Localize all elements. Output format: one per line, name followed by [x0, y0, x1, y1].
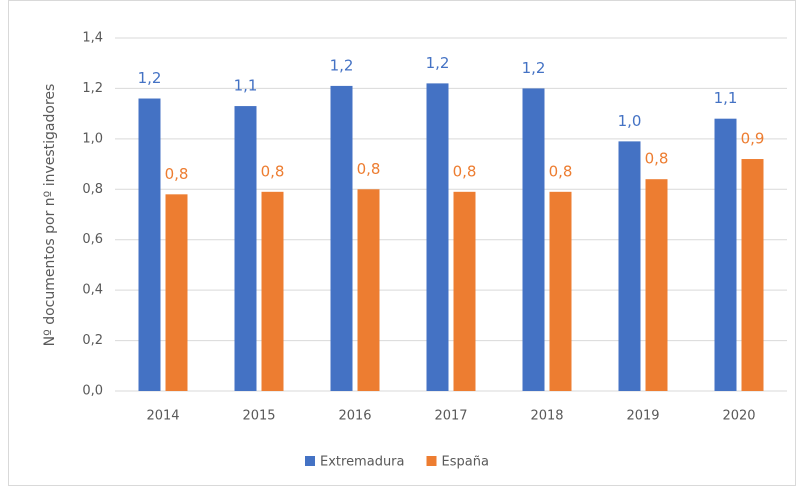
y-tick-label: 0,0 [82, 384, 103, 399]
x-tick-label: 2020 [722, 409, 755, 424]
value-label: 1,0 [618, 112, 642, 130]
value-label: 0,9 [741, 130, 765, 148]
bar [714, 118, 737, 391]
y-tick-label: 0,2 [82, 333, 103, 348]
bar [549, 191, 572, 391]
y-tick-label: 0,4 [82, 283, 103, 298]
legend-label: España [442, 455, 489, 470]
value-label: 1,2 [138, 69, 162, 87]
value-label: 1,2 [522, 59, 546, 77]
bar [357, 189, 380, 391]
bar [645, 179, 668, 391]
y-tick-label: 0,6 [82, 232, 103, 247]
y-tick-label: 0,8 [82, 182, 103, 197]
y-tick-label: 1,0 [82, 131, 103, 146]
bar [261, 191, 284, 391]
value-label: 0,8 [357, 160, 381, 178]
y-tick-label: 1,2 [82, 81, 103, 96]
y-tick-label: 1,4 [82, 31, 103, 46]
value-label: 0,8 [261, 162, 285, 180]
value-label: 0,8 [645, 150, 669, 168]
value-label: 1,1 [714, 89, 738, 107]
bar [453, 191, 476, 391]
x-tick-label: 2016 [338, 409, 371, 424]
value-label: 0,8 [453, 162, 477, 180]
y-axis-label: Nº documentos por nº investigadores [42, 84, 58, 347]
bar [522, 88, 545, 391]
bar [618, 141, 641, 391]
value-label: 0,8 [165, 165, 189, 183]
x-tick-label: 2019 [626, 409, 659, 424]
x-tick-label: 2014 [146, 409, 179, 424]
bar [165, 194, 188, 391]
x-tick-label: 2017 [434, 409, 467, 424]
legend-label: Extremadura [320, 455, 405, 470]
bar [138, 98, 161, 391]
bar [234, 106, 257, 391]
chart-frame [8, 0, 796, 486]
legend-swatch [426, 456, 437, 466]
x-tick-label: 2015 [242, 409, 275, 424]
value-label: 1,2 [426, 54, 450, 72]
value-label: 0,8 [549, 162, 573, 180]
bar [426, 83, 449, 391]
bar [741, 159, 764, 391]
value-label: 1,2 [330, 56, 354, 74]
bar [330, 85, 353, 392]
x-tick-label: 2018 [530, 409, 563, 424]
legend-swatch [305, 456, 315, 466]
value-label: 1,1 [234, 77, 258, 95]
